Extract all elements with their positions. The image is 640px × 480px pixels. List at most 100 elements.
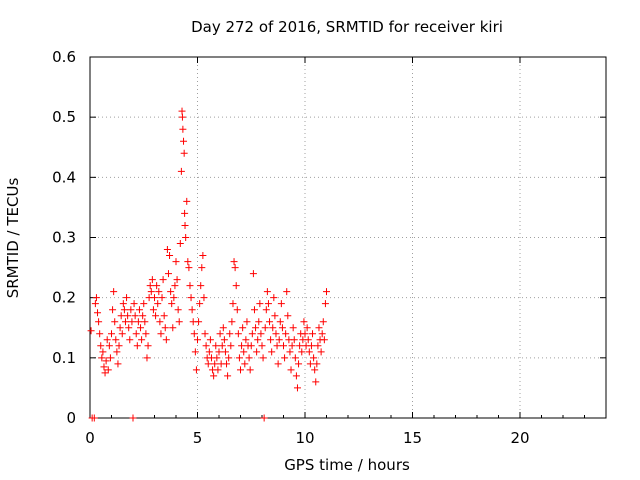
data-point [296, 342, 304, 350]
data-point [130, 300, 138, 308]
data-point [87, 327, 95, 335]
data-point [141, 318, 149, 326]
data-point [241, 360, 249, 368]
data-point [128, 318, 136, 326]
data-point [119, 300, 127, 308]
data-point [138, 336, 146, 344]
data-point [277, 300, 285, 308]
data-point [124, 312, 132, 320]
data-point [96, 330, 104, 338]
data-point [266, 318, 274, 326]
chart-title: Day 272 of 2016, SRMTID for receiver kir… [191, 18, 503, 36]
data-point [142, 330, 150, 338]
x-tick-label: 5 [193, 429, 203, 447]
data-point [155, 288, 163, 296]
data-point [240, 348, 248, 356]
data-point [205, 348, 213, 356]
data-point [303, 324, 311, 332]
data-point [115, 342, 123, 350]
data-point [129, 414, 137, 422]
data-point [202, 342, 210, 350]
data-point [224, 372, 232, 380]
data-point [281, 354, 289, 362]
data-point [133, 342, 141, 350]
data-point [220, 336, 228, 344]
data-point [228, 318, 236, 326]
data-point [261, 324, 269, 332]
data-point [173, 276, 181, 284]
data-point [114, 360, 122, 368]
y-tick-label: 0.4 [52, 168, 76, 186]
data-point [187, 294, 195, 302]
data-point [232, 282, 240, 290]
data-point [195, 318, 203, 326]
data-point [200, 294, 208, 302]
data-point [91, 300, 99, 308]
data-point [147, 288, 155, 296]
data-point [99, 348, 107, 356]
axis-ticks: 0 5 10 15 20 0 0.1 0.2 0.3 0.4 0.5 0.6 [52, 48, 606, 447]
data-point [305, 348, 313, 356]
x-tick-label: 15 [403, 429, 422, 447]
data-point [118, 330, 126, 338]
data-point [258, 342, 266, 350]
data-point [162, 336, 170, 344]
data-point [149, 306, 157, 314]
data-point [194, 336, 201, 344]
data-point [321, 300, 329, 308]
data-point [179, 125, 187, 133]
data-point [154, 300, 162, 308]
data-point [293, 384, 301, 392]
data-point [170, 294, 178, 302]
data-point [172, 258, 180, 266]
data-point [318, 330, 326, 338]
y-tick-label: 0 [66, 409, 76, 427]
data-point [106, 354, 114, 362]
data-point [262, 306, 270, 314]
data-point [288, 342, 296, 350]
data-point [243, 318, 251, 326]
data-point [225, 354, 233, 362]
data-point [206, 336, 214, 344]
data-point [268, 348, 276, 356]
data-point [90, 414, 98, 422]
data-point [252, 324, 260, 332]
x-tick-label: 20 [510, 429, 529, 447]
data-point [254, 336, 262, 344]
data-point [215, 348, 223, 356]
data-point [126, 336, 134, 344]
data-point [163, 246, 171, 254]
data-point [105, 342, 113, 350]
data-point [158, 294, 166, 302]
data-point [284, 312, 292, 320]
data-point [259, 354, 267, 362]
data-point [135, 306, 143, 314]
data-point [190, 330, 198, 338]
data-point [323, 288, 330, 296]
data-point [153, 282, 161, 290]
data-point [247, 342, 255, 350]
data-point [249, 270, 257, 278]
data-point [233, 306, 241, 314]
data-point [234, 330, 242, 338]
data-point [103, 336, 111, 344]
data-point [257, 330, 265, 338]
data-point [152, 312, 160, 320]
data-point [235, 354, 243, 362]
data-point [309, 330, 317, 338]
data-point [98, 354, 106, 362]
data-point [301, 330, 309, 338]
data-point [134, 318, 142, 326]
data-point [267, 336, 275, 344]
data-point [117, 312, 125, 320]
data-point [304, 336, 312, 344]
data-point [160, 312, 168, 320]
data-point [112, 336, 120, 344]
data-point [120, 306, 128, 314]
data-point [108, 330, 115, 338]
data-point [319, 318, 327, 326]
data-point [213, 354, 221, 362]
data-point [317, 348, 325, 356]
data-point [283, 288, 291, 296]
